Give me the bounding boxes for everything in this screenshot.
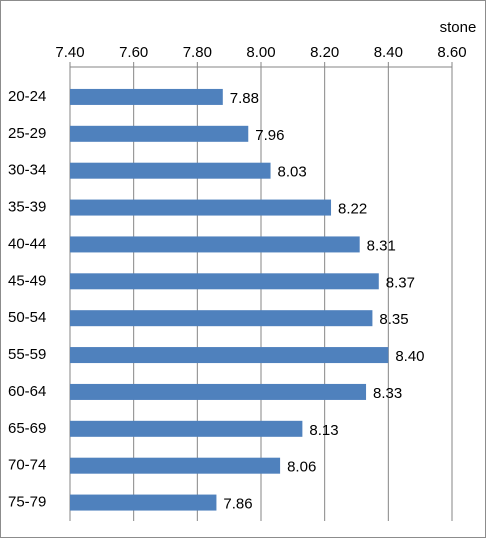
bar [70, 273, 379, 290]
value-label: 8.33 [373, 385, 402, 402]
bar [70, 457, 281, 474]
x-tick-label: 8.60 [437, 44, 466, 61]
y-tick-label: 30-34 [8, 162, 46, 179]
y-tick-label: 35-39 [8, 199, 46, 216]
value-label: 8.13 [309, 422, 338, 439]
bar [70, 162, 271, 179]
y-tick-label: 40-44 [8, 235, 46, 252]
value-label: 8.37 [386, 274, 415, 291]
value-label: 8.06 [287, 459, 316, 476]
y-tick-label: 65-69 [8, 420, 46, 437]
bar [70, 125, 249, 142]
value-label: 7.86 [223, 496, 252, 513]
bar [70, 310, 373, 327]
x-tick-label: 7.80 [183, 44, 212, 61]
y-tick-label: 70-74 [8, 457, 46, 474]
value-label: 7.88 [230, 90, 259, 107]
x-tick-label: 8.40 [374, 44, 403, 61]
bar [70, 347, 389, 364]
x-tick-label: 7.40 [55, 44, 84, 61]
x-tick-label: 8.20 [310, 44, 339, 61]
bar [70, 383, 367, 400]
y-tick-label: 25-29 [8, 125, 46, 142]
value-label: 8.31 [367, 237, 396, 254]
value-label: 8.22 [338, 201, 367, 218]
value-label: 8.03 [278, 164, 307, 181]
y-tick-label: 60-64 [8, 383, 46, 400]
y-tick-label: 75-79 [8, 494, 46, 511]
bar [70, 199, 332, 216]
y-tick-label: 20-24 [8, 88, 46, 105]
x-tick-label: 8.00 [246, 44, 275, 61]
axis-label: stone [440, 19, 477, 36]
value-label: 7.96 [255, 127, 284, 144]
value-label: 8.35 [379, 311, 408, 328]
value-label: 8.40 [395, 348, 424, 365]
bar [70, 88, 223, 105]
y-tick-label: 55-59 [8, 346, 46, 363]
y-tick-label: 50-54 [8, 309, 46, 326]
x-tick-label: 7.60 [119, 44, 148, 61]
y-tick-label: 45-49 [8, 272, 46, 289]
bar [70, 494, 217, 511]
bar [70, 420, 303, 437]
bar [70, 236, 360, 253]
